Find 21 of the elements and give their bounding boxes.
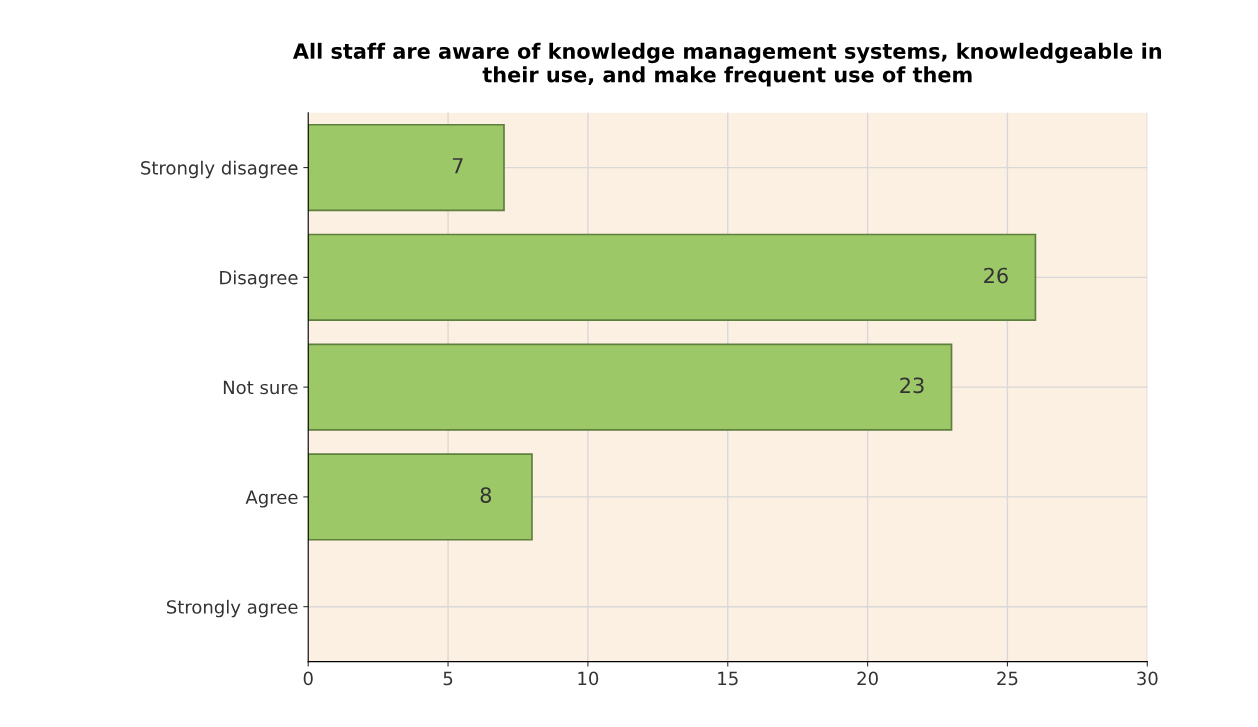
- x-tick-label: 5: [443, 671, 453, 686]
- data-label: 23: [900, 377, 924, 394]
- y-tick-label: Not sure: [223, 380, 298, 395]
- bar: [308, 343, 953, 431]
- x-tick-label: 25: [997, 671, 1018, 686]
- bar: [308, 123, 505, 212]
- data-label: 7: [452, 158, 463, 174]
- data-label: 8: [480, 487, 492, 503]
- y-tick-label: Strongly disagree: [141, 160, 298, 179]
- data-label: 26: [984, 267, 1008, 284]
- x-tick-label: 15: [718, 671, 738, 686]
- x-tick-label: 20: [857, 671, 878, 686]
- chart-title: All staff are aware of knowledge management systems, knowledgeable in their use, and make frequent use of them: [292, 42, 1162, 87]
- y-tick-label: Strongly agree: [166, 599, 298, 618]
- y-tick-label: Agree: [245, 490, 298, 508]
- x-tick-label: 30: [1137, 671, 1158, 686]
- bar: [308, 233, 1037, 321]
- bar: [308, 453, 533, 541]
- y-tick-label: Disagree: [220, 270, 298, 288]
- x-tick-label: 0: [303, 671, 313, 686]
- x-tick-label: 10: [578, 671, 599, 686]
